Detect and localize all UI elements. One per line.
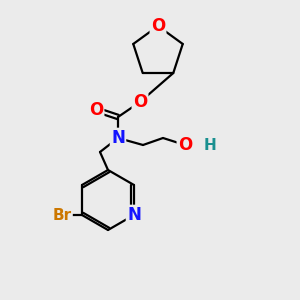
Text: N: N (111, 129, 125, 147)
Text: O: O (133, 93, 147, 111)
Text: O: O (178, 136, 192, 154)
Text: Br: Br (52, 208, 72, 223)
Text: H: H (204, 137, 216, 152)
Text: O: O (89, 101, 103, 119)
Text: N: N (127, 206, 141, 224)
Text: O: O (151, 17, 165, 35)
